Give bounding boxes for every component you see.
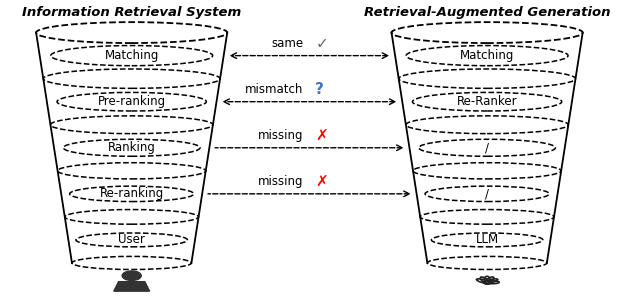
Ellipse shape	[431, 233, 543, 247]
Text: Retrieval-Augmented Generation: Retrieval-Augmented Generation	[364, 6, 611, 19]
Text: /: /	[485, 141, 489, 154]
Ellipse shape	[406, 46, 568, 66]
Ellipse shape	[51, 46, 212, 66]
Ellipse shape	[70, 186, 194, 202]
Ellipse shape	[63, 139, 200, 156]
Text: Pre-ranking: Pre-ranking	[98, 95, 165, 108]
Text: Re-Ranker: Re-Ranker	[456, 95, 517, 108]
Text: ✓: ✓	[315, 36, 328, 51]
Text: ✗: ✗	[315, 175, 328, 190]
Circle shape	[122, 271, 141, 281]
Text: same: same	[271, 37, 304, 50]
Text: missing: missing	[258, 129, 304, 142]
Text: LLM: LLM	[476, 233, 499, 246]
Text: ?: ?	[315, 82, 324, 97]
Text: ✗: ✗	[315, 128, 328, 143]
Ellipse shape	[425, 186, 549, 202]
Text: Matching: Matching	[460, 49, 514, 62]
Ellipse shape	[57, 92, 206, 111]
Ellipse shape	[76, 233, 188, 247]
Ellipse shape	[413, 92, 562, 111]
Text: Re-ranking: Re-ranking	[100, 187, 164, 200]
Polygon shape	[113, 282, 150, 291]
Text: missing: missing	[258, 176, 304, 188]
Text: mismatch: mismatch	[245, 83, 304, 96]
Text: Ranking: Ranking	[108, 141, 155, 154]
Text: Information Retrieval System: Information Retrieval System	[22, 6, 242, 19]
Ellipse shape	[419, 139, 555, 156]
Text: Matching: Matching	[105, 49, 159, 62]
Text: /: /	[485, 187, 489, 200]
Text: User: User	[119, 233, 145, 246]
